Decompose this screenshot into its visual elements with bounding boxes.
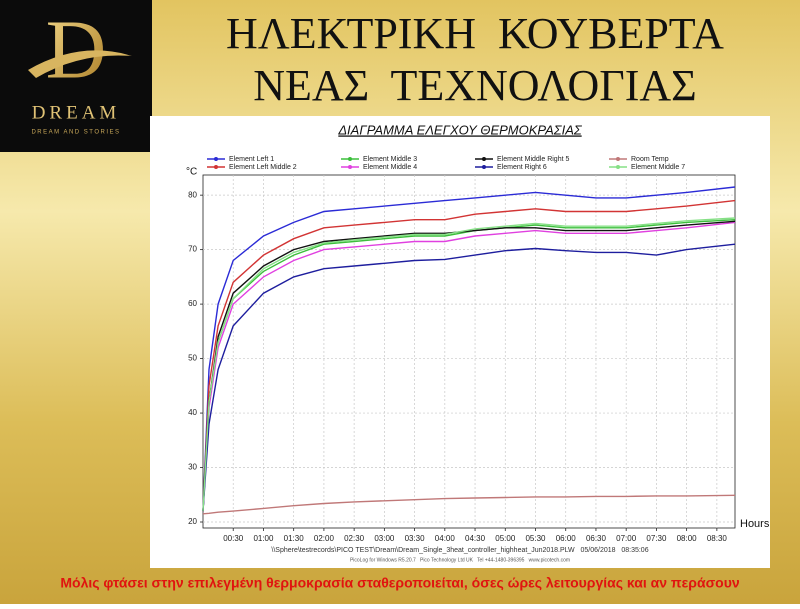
series-line (202, 221, 736, 512)
legend-label: Element Middle 7 (631, 164, 685, 171)
x-axis-label: Hours (740, 518, 770, 530)
logo-mark: D (46, 3, 107, 96)
legend-label: Element Left 1 (229, 156, 274, 163)
legend-label: Element Left Middle 2 (229, 164, 297, 171)
y-tick-label: 30 (188, 463, 197, 472)
chart-title: ΔΙΑΓΡΑΜΜΑ ΕΛΕΓΧΟΥ ΘΕΡΜΟΚΡΑΣΙΑΣ (337, 122, 583, 137)
legend-label: Element Middle Right 5 (497, 156, 569, 163)
x-tick-label: 01:00 (253, 534, 274, 543)
source-info: PicoLog for Windows R5.20.7 Pico Technol… (350, 557, 570, 563)
x-tick-label: 01:30 (284, 534, 305, 543)
legend-label: Element Middle 3 (363, 156, 417, 163)
x-tick-label: 04:00 (435, 534, 456, 543)
legend-marker (214, 157, 218, 161)
y-tick-label: 70 (188, 245, 197, 254)
series-line (202, 186, 736, 512)
x-tick-label: 05:30 (525, 534, 546, 543)
legend-marker (482, 157, 486, 161)
y-tick-label: 50 (188, 354, 197, 363)
legend-label: Element Middle 4 (363, 164, 417, 171)
x-tick-label: 08:30 (707, 534, 728, 543)
header-title: ΝΕΑΣ ΤΕΧΝΟΛΟΓΙΑΣ (253, 61, 697, 110)
x-tick-label: 08:00 (677, 534, 698, 543)
x-tick-label: 05:00 (495, 534, 516, 543)
logo-swoosh (28, 50, 132, 78)
x-tick-label: 07:30 (646, 534, 667, 543)
logo-tagline: DREAM AND STORIES (31, 130, 120, 136)
y-unit: °C (186, 167, 197, 178)
caption: Μόλις φτάσει στην επιλεγμένη θερμοκρασία… (60, 575, 739, 591)
x-tick-label: 02:00 (314, 534, 335, 543)
legend-label: Element Right 6 (497, 164, 547, 171)
y-tick-label: 40 (188, 408, 197, 417)
y-tick-label: 60 (188, 299, 197, 308)
legend-label: Room Temp (631, 156, 669, 163)
x-tick-label: 00:30 (223, 534, 244, 543)
y-tick-label: 20 (188, 517, 197, 526)
plot-area (202, 174, 736, 529)
x-tick-label: 03:30 (405, 534, 426, 543)
legend-marker (214, 165, 218, 169)
logo-box (0, 0, 152, 152)
logo-brand: DREAM (32, 102, 121, 123)
legend-marker (616, 157, 620, 161)
header-title: ΗΛΕΚΤΡΙΚΗ ΚΟΥΒΕΡΤΑ (226, 9, 724, 58)
x-tick-label: 04:30 (465, 534, 486, 543)
legend-marker (348, 157, 352, 161)
series-line (202, 199, 736, 512)
x-tick-label: 06:00 (556, 534, 577, 543)
legend-marker (348, 165, 352, 169)
source-path: \\Sphere\testrecords\PICO TEST\Dream\Dre… (271, 547, 648, 554)
series-line (202, 220, 736, 512)
legend-marker (616, 165, 620, 169)
legend-marker (482, 165, 486, 169)
series-line (202, 494, 736, 515)
plot: 20 30 40 50 60 70 80 00:30 01:00 01:30 02:00 02:30 0… (188, 156, 736, 543)
x-tick-label: 07:00 (616, 534, 637, 543)
x-tick-label: 03:00 (374, 534, 395, 543)
series-line (202, 217, 736, 512)
y-tick-label: 80 (188, 190, 197, 199)
x-tick-label: 02:30 (344, 534, 365, 543)
series-line (202, 243, 736, 512)
x-tick-label: 06:30 (586, 534, 607, 543)
